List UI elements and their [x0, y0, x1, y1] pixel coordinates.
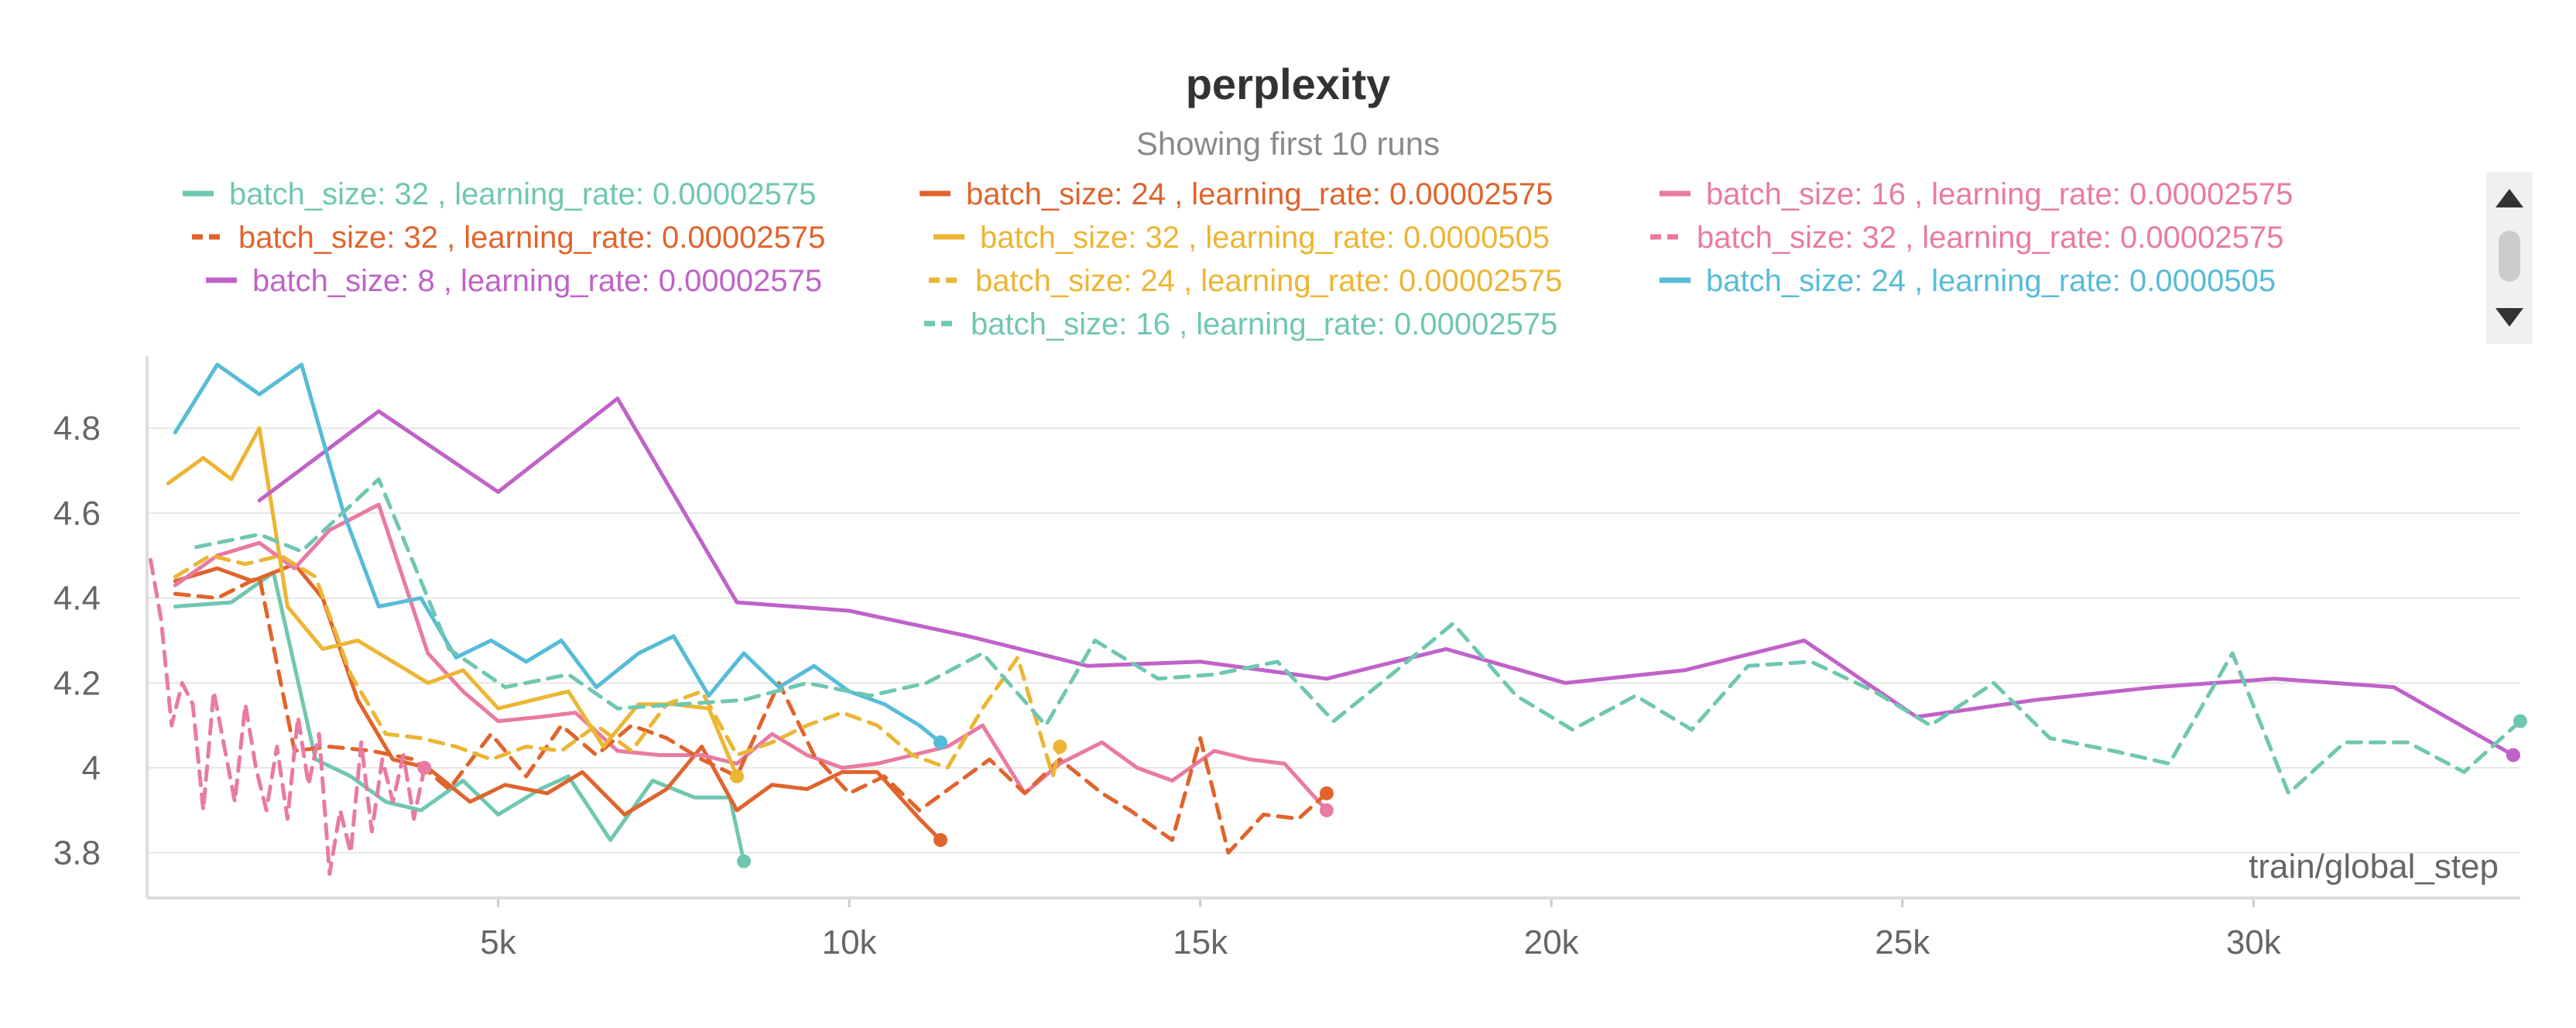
- chart-title: perplexity: [1186, 60, 1391, 108]
- x-tick-label: 25k: [1875, 923, 1930, 961]
- y-axis-ticks: 3.8 4 4.2 4.4 4.6 4.8: [53, 409, 101, 872]
- legend-label: batch_size: 24 , learning_rate: 0.000050…: [1706, 264, 2276, 298]
- series-lines: [149, 362, 2523, 876]
- legend-item-9[interactable]: batch_size: 24 , learning_rate: 0.000050…: [1660, 264, 2276, 298]
- legend-item-10[interactable]: batch_size: 16 , learning_rate: 0.000025…: [924, 307, 1557, 341]
- scroll-down-icon[interactable]: [2496, 308, 2523, 327]
- series-endpoint-3: [1319, 803, 1334, 817]
- y-tick-label: 4.8: [53, 409, 101, 447]
- x-tick-label: 20k: [1524, 923, 1580, 961]
- series-endpoint-2: [933, 833, 948, 848]
- series-line-9: [173, 362, 943, 745]
- legend-label: batch_size: 24 , learning_rate: 0.000025…: [975, 264, 1562, 298]
- y-tick-label: 4.4: [53, 580, 101, 618]
- x-tick-label: 30k: [2226, 923, 2282, 961]
- y-tick-label: 4.6: [53, 495, 101, 533]
- legend-label: batch_size: 32 , learning_rate: 0.000025…: [1697, 221, 2283, 255]
- legend-scroll-control[interactable]: [2486, 172, 2533, 344]
- grid-lines: [147, 427, 2520, 854]
- series-line-7: [257, 396, 2516, 757]
- legend-item-8[interactable]: batch_size: 24 , learning_rate: 0.000025…: [929, 264, 1562, 298]
- series-line-4: [173, 574, 1329, 855]
- y-tick-label: 4: [82, 749, 101, 787]
- legend-item-4[interactable]: batch_size: 32 , learning_rate: 0.000025…: [192, 221, 825, 255]
- series-endpoint-8: [1053, 739, 1067, 754]
- legend-label: batch_size: 16 , learning_rate: 0.000025…: [971, 307, 1557, 341]
- legend-item-5[interactable]: batch_size: 32 , learning_rate: 0.000050…: [933, 221, 1550, 255]
- series-line-3: [173, 502, 1329, 813]
- series-line-8: [173, 553, 1062, 779]
- legend-item-3[interactable]: batch_size: 16 , learning_rate: 0.000025…: [1660, 177, 2293, 211]
- series-endpoint-4: [1319, 786, 1334, 800]
- series-line-2: [173, 562, 943, 842]
- legend: batch_size: 32 , learning_rate: 0.000025…: [183, 177, 2293, 341]
- x-tick-label: 10k: [822, 923, 878, 961]
- x-tick-label: 5k: [480, 923, 516, 961]
- series-line-5: [166, 426, 739, 779]
- legend-label: batch_size: 32 , learning_rate: 0.000025…: [238, 221, 825, 255]
- scroll-thumb[interactable]: [2499, 231, 2520, 282]
- legend-label: batch_size: 24 , learning_rate: 0.000025…: [966, 177, 1553, 211]
- legend-label: batch_size: 32 , learning_rate: 0.000050…: [980, 221, 1550, 255]
- series-endpoint-7: [2506, 748, 2520, 762]
- x-tick-label: 15k: [1173, 923, 1228, 961]
- y-tick-label: 4.2: [53, 664, 101, 702]
- legend-item-1[interactable]: batch_size: 32 , learning_rate: 0.000025…: [183, 177, 816, 211]
- legend-item-6[interactable]: batch_size: 32 , learning_rate: 0.000025…: [1650, 221, 2283, 255]
- series-endpoint-10: [2513, 714, 2527, 728]
- series-endpoint-1: [737, 854, 752, 869]
- series-endpoints: [417, 714, 2527, 869]
- legend-item-7[interactable]: batch_size: 8 , learning_rate: 0.0000257…: [206, 264, 822, 298]
- x-axis-label: train/global_step: [2249, 848, 2499, 886]
- legend-item-2[interactable]: batch_size: 24 , learning_rate: 0.000025…: [920, 177, 1553, 211]
- legend-label: batch_size: 32 , learning_rate: 0.000025…: [229, 177, 816, 211]
- x-axis-ticks: 5k 10k 15k 20k 25k 30k: [480, 898, 2282, 961]
- chart-subtitle: Showing first 10 runs: [1136, 125, 1440, 162]
- series-endpoint-6: [417, 760, 432, 775]
- series-endpoint-5: [729, 769, 744, 783]
- series-line-10: [194, 477, 2523, 796]
- legend-label: batch_size: 16 , learning_rate: 0.000025…: [1706, 177, 2293, 211]
- series-endpoint-9: [933, 735, 948, 750]
- series-line-6: [149, 557, 426, 876]
- y-tick-label: 3.8: [53, 834, 101, 872]
- legend-label: batch_size: 8 , learning_rate: 0.0000257…: [252, 264, 822, 298]
- scroll-up-icon[interactable]: [2496, 189, 2523, 207]
